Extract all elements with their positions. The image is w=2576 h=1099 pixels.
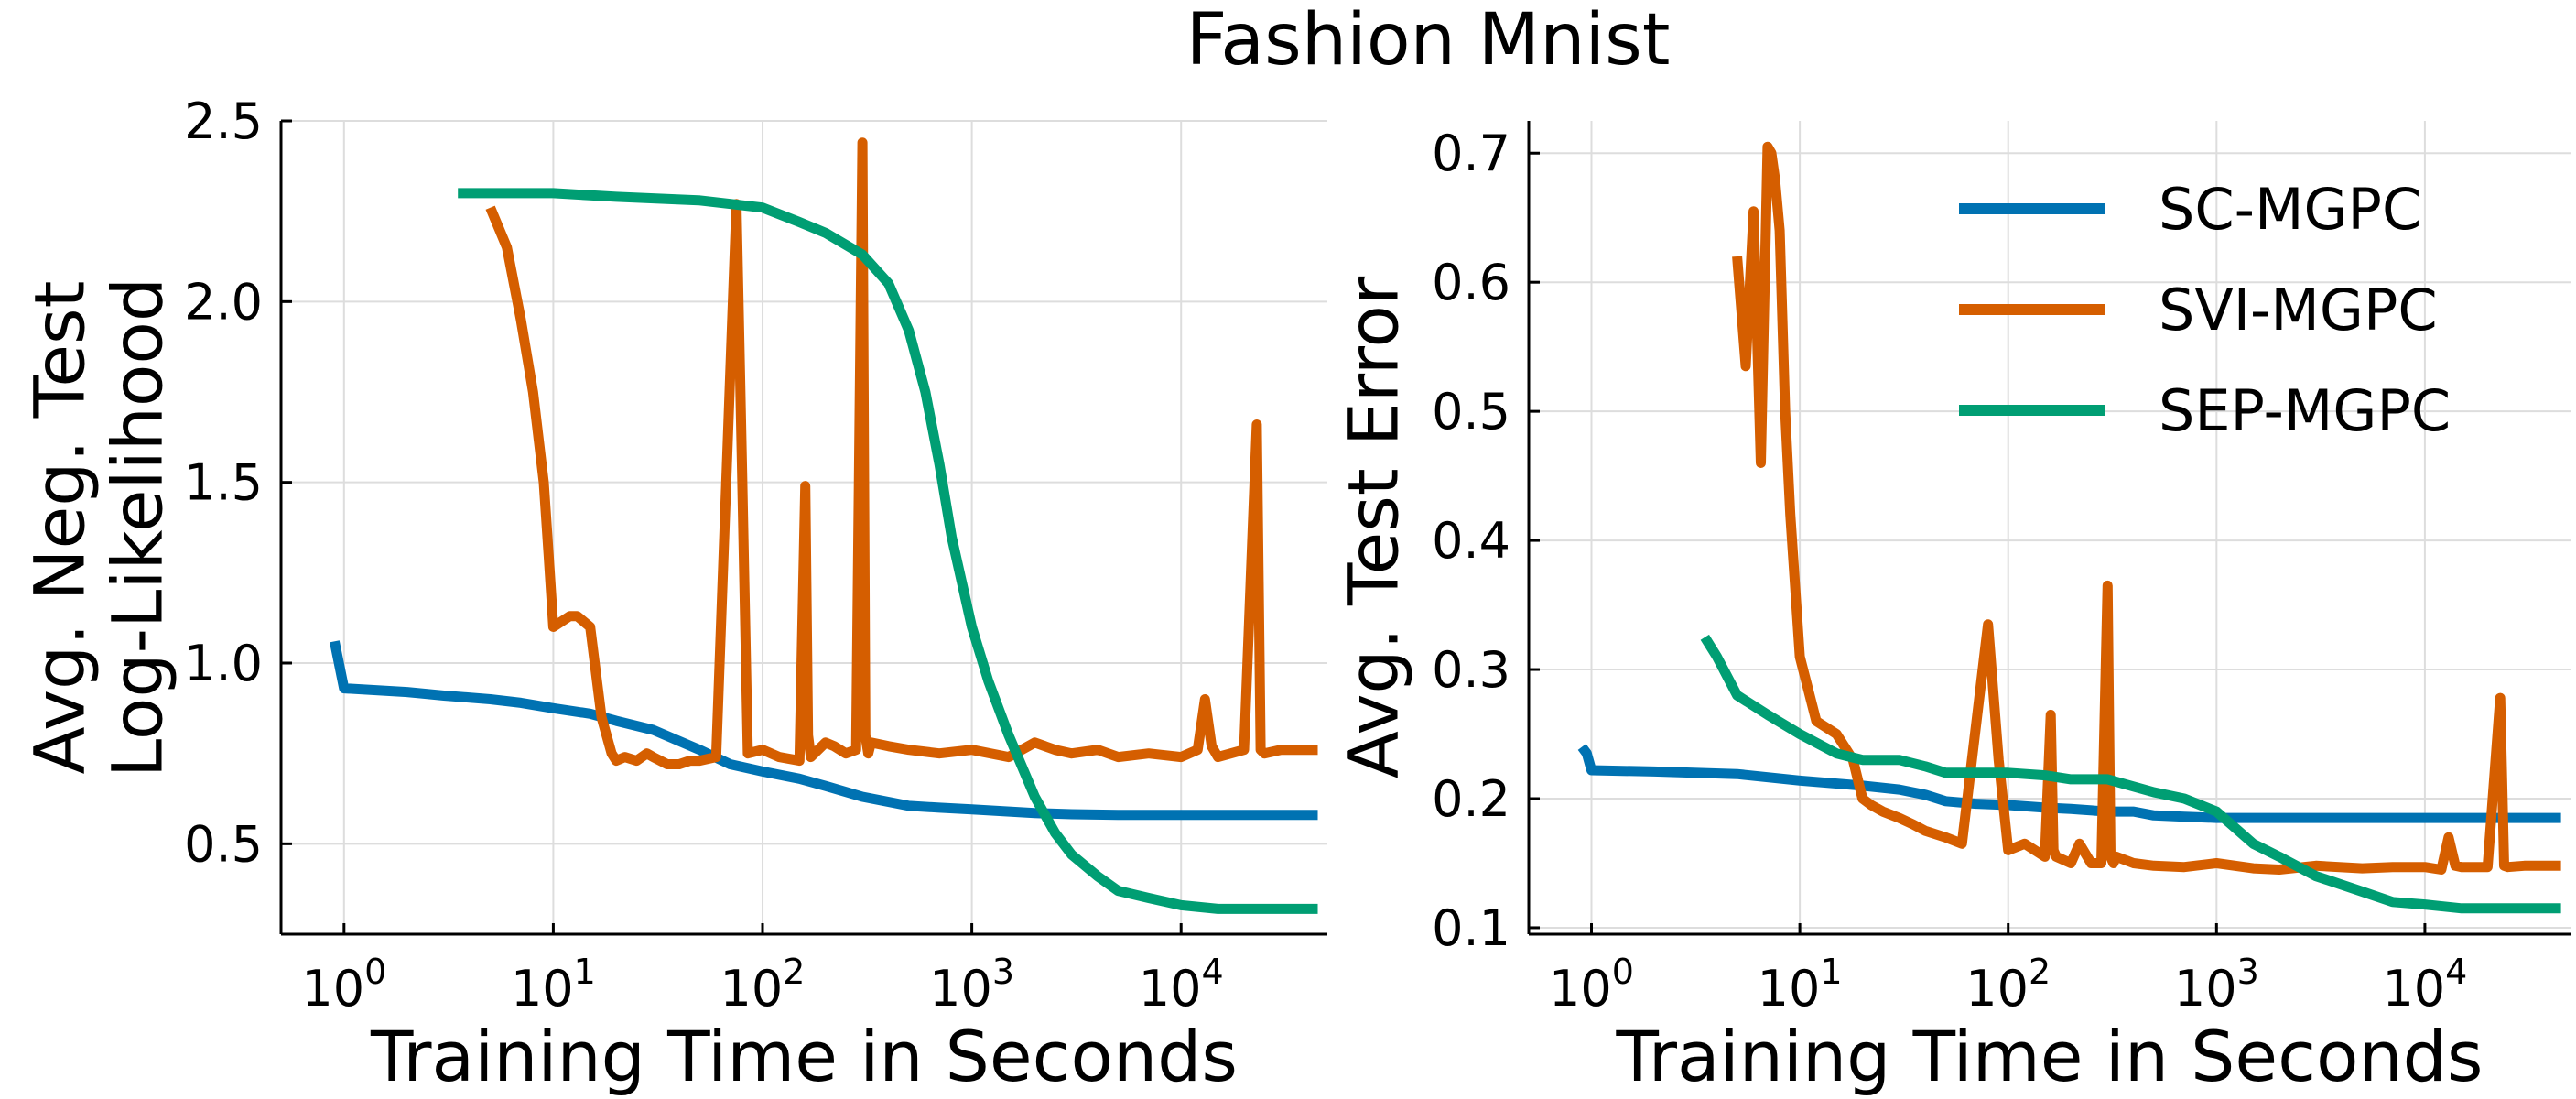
series-line-sep-mgpc <box>1700 634 2561 914</box>
x-tick-label: 102 <box>1965 952 2051 1017</box>
y-tick-label: 0.3 <box>1432 641 1510 699</box>
y-axis-label: Avg. Test Error <box>1333 276 1414 778</box>
x-tick-label: 100 <box>1549 952 1634 1017</box>
y-tick-label: 0.7 <box>1432 125 1510 182</box>
y-tick-label: 2.0 <box>184 273 263 331</box>
legend: SC-MGPC SVI-MGPC SEP-MGPC <box>1959 176 2451 444</box>
y-tick-label: 0.2 <box>1432 770 1510 828</box>
series-line-sc-mgpc <box>330 640 1318 821</box>
x-tick-label: 103 <box>929 952 1014 1017</box>
y-tick-label: 1.5 <box>184 454 263 512</box>
y-tick-label: 0.5 <box>184 815 263 873</box>
y-tick-label: 0.6 <box>1432 254 1510 311</box>
nll-chart: 100 101 102 103 104 0.5 1.0 1.5 2.0 2.5 Training T… <box>19 92 1327 1097</box>
x-tick-label: 100 <box>301 952 386 1017</box>
x-tick-label: 101 <box>1758 952 1843 1017</box>
y-tick-label: 0.4 <box>1432 512 1510 570</box>
figure-title: Fashion Mnist <box>1186 0 1671 82</box>
x-axis-label: Training Time in Seconds <box>370 1016 1238 1097</box>
series-line-svi-mgpc <box>1732 141 2561 875</box>
x-tick-label: 102 <box>720 952 806 1017</box>
legend-label-sep-mgpc: SEP-MGPC <box>2159 377 2451 444</box>
legend-label-sc-mgpc: SC-MGPC <box>2159 176 2421 243</box>
y-tick-label: 2.5 <box>184 92 263 150</box>
x-tick-label: 104 <box>2382 952 2467 1017</box>
series-line-svi-mgpc <box>485 137 1318 769</box>
x-tick-label: 101 <box>511 952 596 1017</box>
series-line-sep-mgpc <box>458 188 1318 914</box>
y-axis-label: Avg. Neg. Test <box>19 281 101 775</box>
y-axis-label: Log-Likelihood <box>97 277 179 778</box>
x-tick-label: 104 <box>1139 952 1224 1017</box>
y-tick-label: 1.0 <box>184 635 263 692</box>
y-tick-label: 0.1 <box>1432 899 1510 957</box>
y-tick-label: 0.5 <box>1432 383 1510 441</box>
x-tick-label: 103 <box>2174 952 2259 1017</box>
legend-label-svi-mgpc: SVI-MGPC <box>2159 277 2438 343</box>
x-axis-label: Training Time in Seconds <box>1616 1016 2484 1097</box>
error-chart: 100 101 102 103 104 0.1 0.2 0.3 0.4 0.5 0.6 0.7 Trai… <box>1333 121 2571 1097</box>
